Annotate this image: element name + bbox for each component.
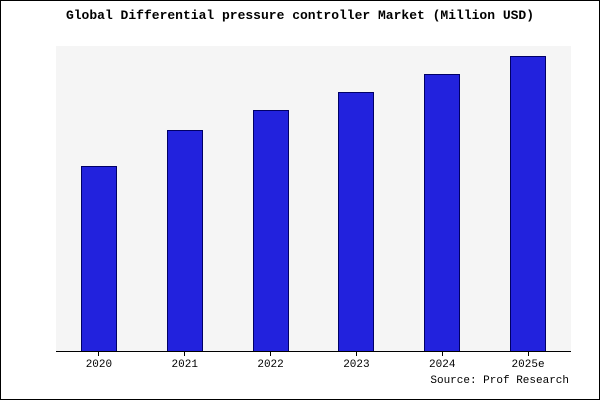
x-axis-label-cell: 2020 — [56, 352, 142, 371]
bar-slot — [485, 46, 571, 351]
bar-2021 — [166, 129, 203, 351]
tick-mark — [98, 352, 100, 356]
bar-2024 — [424, 73, 461, 351]
source-label: Source: Prof Research — [430, 375, 569, 387]
x-axis-label-text: 2023 — [343, 359, 370, 371]
x-axis-label-text: 2022 — [257, 359, 284, 371]
bars — [56, 46, 571, 351]
x-axis-label-cell: 2023 — [313, 352, 399, 371]
x-axis-label-text: 2021 — [171, 359, 198, 371]
bar-slot — [228, 46, 314, 351]
tick-mark — [441, 352, 443, 356]
bar-slot — [142, 46, 228, 351]
x-axis-label-text: 2025e — [511, 359, 545, 371]
bar-2020 — [80, 166, 117, 351]
x-axis-label-cell: 2022 — [228, 352, 314, 371]
x-axis-label-text: 2020 — [85, 359, 113, 371]
tick-mark — [184, 352, 186, 356]
chart-title: Global Differential pressure controller … — [65, 8, 535, 23]
bar-2023 — [338, 92, 375, 351]
tick-mark — [355, 352, 357, 356]
bar-slot — [56, 46, 142, 351]
bar-slot — [399, 46, 485, 351]
x-axis-label-cell: 2024 — [399, 352, 485, 371]
tick-mark — [527, 352, 529, 356]
x-axis-labels: 2020 2021 2022 2023 2024 2025e — [56, 352, 571, 371]
x-axis-label-cell: 2025e — [485, 352, 571, 371]
bar-2025e — [510, 55, 547, 351]
bar-slot — [313, 46, 399, 351]
bar-2022 — [252, 109, 289, 351]
plot-area — [56, 46, 571, 352]
tick-mark — [270, 352, 272, 356]
x-axis-label-cell: 2021 — [142, 352, 228, 371]
x-axis-label-text: 2024 — [429, 359, 456, 371]
